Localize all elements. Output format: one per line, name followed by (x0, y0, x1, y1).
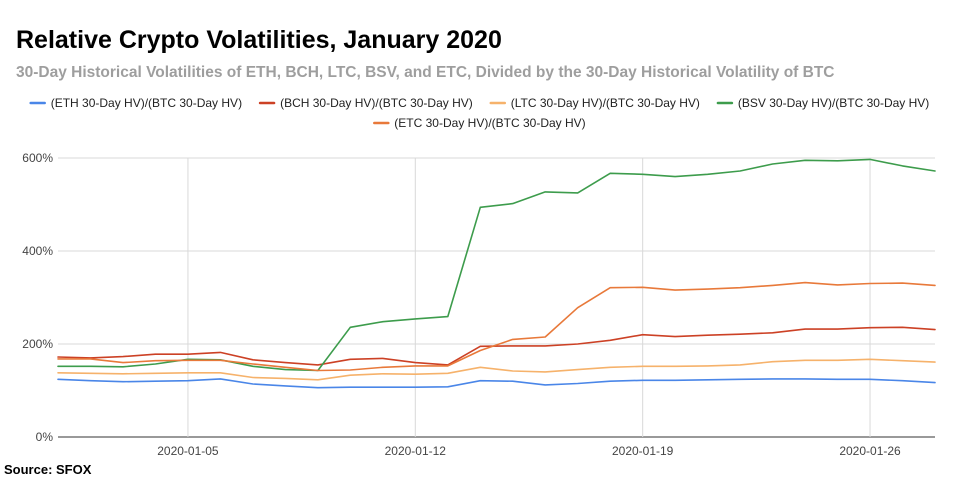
legend-label: (ETH 30-Day HV)/(BTC 30-Day HV) (51, 96, 242, 110)
chart-title: Relative Crypto Volatilities, January 20… (16, 26, 502, 54)
series-line-4 (57, 281, 936, 372)
legend: (ETH 30-Day HV)/(BTC 30-Day HV) (BCH 30-D… (29, 96, 929, 130)
x-tick-label: 2020-01-05 (157, 444, 219, 458)
legend-item: (ETC 30-Day HV)/(BTC 30-Day HV) (373, 116, 586, 130)
x-tick-label: 2020-01-19 (612, 444, 674, 458)
series-line-0 (57, 378, 936, 389)
x-tick-label: 2020-01-12 (385, 444, 447, 458)
y-axis: 0% 200% 400% 600% (22, 151, 53, 444)
series-lines (57, 158, 936, 389)
series-line-2 (57, 358, 936, 381)
legend-item: (BCH 30-Day HV)/(BTC 30-Day HV) (258, 96, 473, 110)
y-tick-label: 200% (22, 337, 53, 351)
y-tick-label: 600% (22, 151, 53, 165)
x-tick-label: 2020-01-26 (839, 444, 901, 458)
legend-item: (ETH 30-Day HV)/(BTC 30-Day HV) (29, 96, 242, 110)
legend-label: (ETC 30-Day HV)/(BTC 30-Day HV) (394, 116, 585, 130)
legend-label: (BSV 30-Day HV)/(BTC 30-Day HV) (738, 96, 929, 110)
legend-row: (ETH 30-Day HV)/(BTC 30-Day HV) (BCH 30-D… (29, 96, 929, 110)
x-axis: 2020-01-05 2020-01-12 2020-01-19 2020-01-26 (157, 444, 901, 458)
source-note: Source: SFOX (4, 462, 92, 477)
legend-row: (ETC 30-Day HV)/(BTC 30-Day HV) (373, 116, 586, 130)
legend-item: (LTC 30-Day HV)/(BTC 30-Day HV) (489, 96, 700, 110)
series-line-1 (57, 326, 936, 366)
legend-label: (BCH 30-Day HV)/(BTC 30-Day HV) (280, 96, 473, 110)
legend-label: (LTC 30-Day HV)/(BTC 30-Day HV) (511, 96, 700, 110)
legend-item: (BSV 30-Day HV)/(BTC 30-Day HV) (716, 96, 929, 110)
gridlines (58, 157, 935, 438)
chart-subtitle: 30-Day Historical Volatilities of ETH, B… (16, 64, 835, 81)
y-tick-label: 400% (22, 244, 53, 258)
y-tick-label: 0% (36, 430, 54, 444)
series-line-3 (57, 158, 936, 372)
